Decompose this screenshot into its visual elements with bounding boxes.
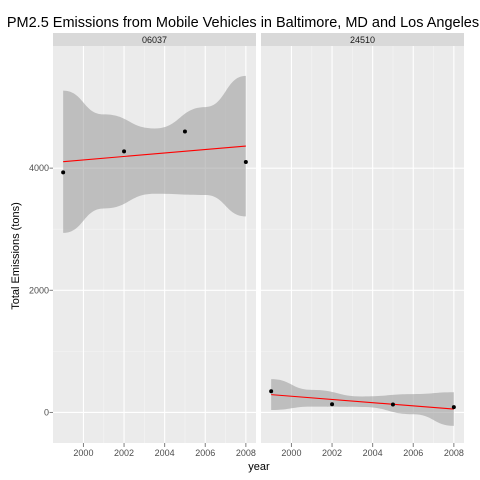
data-point (390, 402, 395, 407)
x-tick-label: 2000 (73, 448, 93, 458)
x-tick-label: 2008 (444, 448, 464, 458)
data-point (182, 129, 187, 134)
facet-strip-label: 06037 (142, 35, 167, 45)
y-axis-label: Total Emissions (tons) (10, 202, 22, 310)
x-tick-label: 2002 (114, 448, 134, 458)
x-tick-label: 2008 (236, 448, 256, 458)
y-tick-label: 4000 (29, 163, 49, 173)
facet-panel-06037: 06037 2000 2002 2004 2006 2008 (53, 33, 256, 458)
x-tick-label: 2006 (403, 448, 423, 458)
x-tick-label: 2004 (155, 448, 175, 458)
data-point (451, 405, 456, 410)
data-point (330, 402, 335, 407)
fit-line (63, 145, 246, 163)
chart-title: PM2.5 Emissions from Mobile Vehicles in … (7, 15, 479, 31)
data-point (122, 149, 127, 154)
x-tick-label: 2006 (195, 448, 215, 458)
facet-strip (261, 33, 464, 46)
x-tick-label: 2004 (363, 448, 383, 458)
x-axis-label: year (248, 461, 270, 473)
data-point (269, 389, 274, 394)
facet-strip-label: 24510 (350, 35, 375, 45)
facet-strip (53, 33, 256, 46)
data-point (243, 159, 248, 164)
fit-line (271, 394, 454, 410)
x-tick-label: 2000 (281, 448, 301, 458)
y-tick-label: 0 (44, 407, 49, 417)
x-tick-label: 2002 (322, 448, 342, 458)
facet-panel-24510: 24510 2000 2002 2004 2006 2008 (261, 33, 464, 458)
y-tick-label: 2000 (29, 285, 49, 295)
panel-background (261, 46, 464, 443)
data-point (61, 170, 66, 175)
confidence-band (271, 379, 454, 426)
